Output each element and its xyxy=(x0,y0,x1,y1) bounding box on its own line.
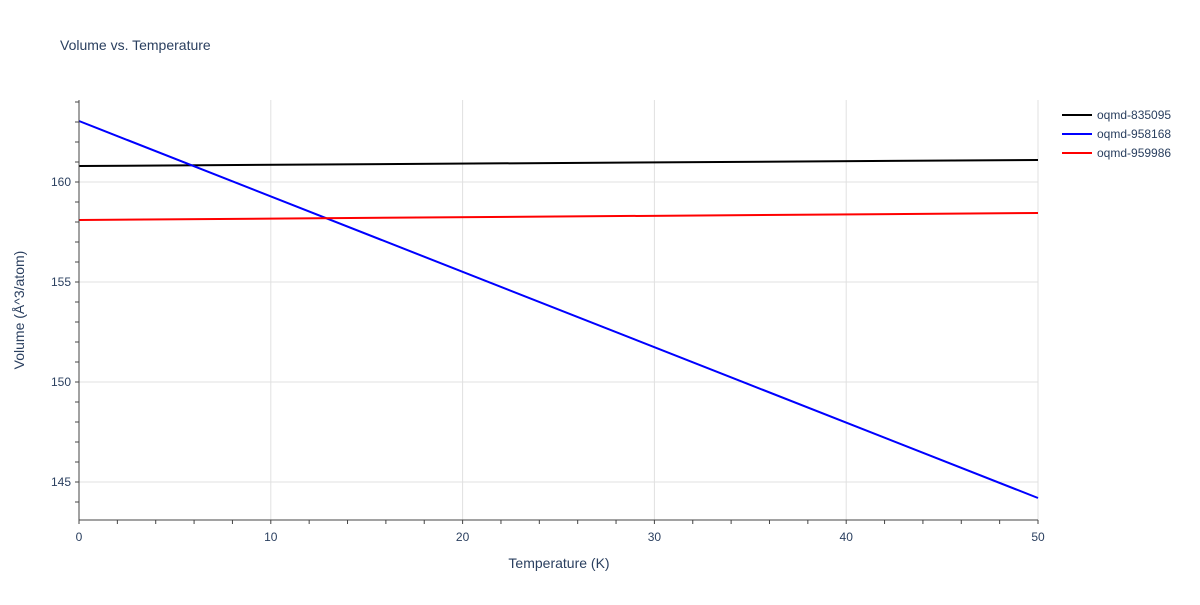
legend-label: oqmd-959986 xyxy=(1097,146,1171,160)
x-tick-label: 40 xyxy=(840,530,854,544)
axes-layer: 0 10 20 30 40 50 145 150 155 160 xyxy=(51,100,1045,544)
x-tick-label: 0 xyxy=(76,530,83,544)
x-tick-label: 20 xyxy=(456,530,470,544)
y-axis-title: Volume (Å^3/atom) xyxy=(11,251,27,370)
series-layer xyxy=(78,120,1039,499)
x-axis-title: Temperature (K) xyxy=(508,555,609,571)
series-line-oqmd-959986[interactable] xyxy=(78,212,1039,221)
chart-title: Volume vs. Temperature xyxy=(60,37,211,53)
legend-item-oqmd-835095[interactable]: oqmd-835095 xyxy=(1062,108,1171,122)
x-tick-label: 50 xyxy=(1031,530,1045,544)
series-line-oqmd-958168[interactable] xyxy=(78,120,1039,499)
grid-layer xyxy=(79,100,1039,520)
x-tick-label: 10 xyxy=(264,530,278,544)
y-tick-label: 150 xyxy=(51,375,71,389)
legend-item-oqmd-958168[interactable]: oqmd-958168 xyxy=(1062,127,1171,141)
x-tick-label: 30 xyxy=(648,530,662,544)
y-tick-label: 155 xyxy=(51,275,71,289)
y-tick-label: 160 xyxy=(51,175,71,189)
legend-label: oqmd-958168 xyxy=(1097,127,1171,141)
legend-label: oqmd-835095 xyxy=(1097,108,1171,122)
legend-item-oqmd-959986[interactable]: oqmd-959986 xyxy=(1062,146,1171,160)
series-line-oqmd-835095[interactable] xyxy=(78,159,1039,167)
y-tick-label: 145 xyxy=(51,475,71,489)
legend[interactable]: oqmd-835095 oqmd-958168 oqmd-959986 xyxy=(1062,108,1171,160)
